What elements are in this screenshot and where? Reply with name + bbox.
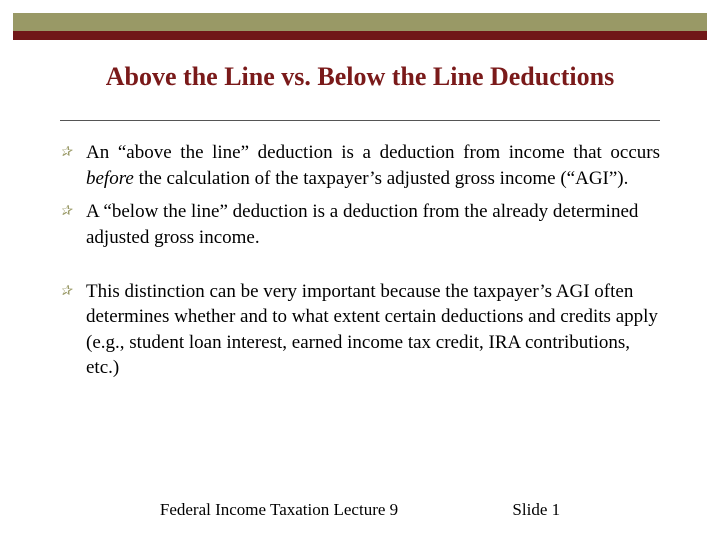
footer-slide-number: Slide 1: [512, 500, 560, 520]
decorative-top-band: [13, 13, 707, 40]
spacer: [60, 259, 660, 279]
slide-footer: Federal Income Taxation Lecture 9 Slide …: [0, 500, 720, 520]
bullet-item: ✰ A “below the line” deduction is a dedu…: [60, 199, 660, 250]
bullet-text: A “below the line” deduction is a deduct…: [86, 199, 660, 250]
bullet-marker-icon: ✰: [60, 279, 86, 382]
content-area: ✰ An “above the line” deduction is a ded…: [60, 140, 660, 389]
bullet-text: An “above the line” deduction is a deduc…: [86, 140, 660, 191]
bullet-item: ✰ This distinction can be very important…: [60, 279, 660, 382]
title-underline: [60, 120, 660, 121]
footer-lecture-label: Federal Income Taxation Lecture 9: [160, 500, 398, 520]
bullet-marker-icon: ✰: [60, 199, 86, 250]
bullet-text: This distinction can be very important b…: [86, 279, 660, 382]
bullet-marker-icon: ✰: [60, 140, 86, 191]
bullet-item: ✰ An “above the line” deduction is a ded…: [60, 140, 660, 191]
slide-title: Above the Line vs. Below the Line Deduct…: [0, 62, 720, 92]
olive-band: [13, 13, 707, 31]
maroon-band: [13, 31, 707, 40]
